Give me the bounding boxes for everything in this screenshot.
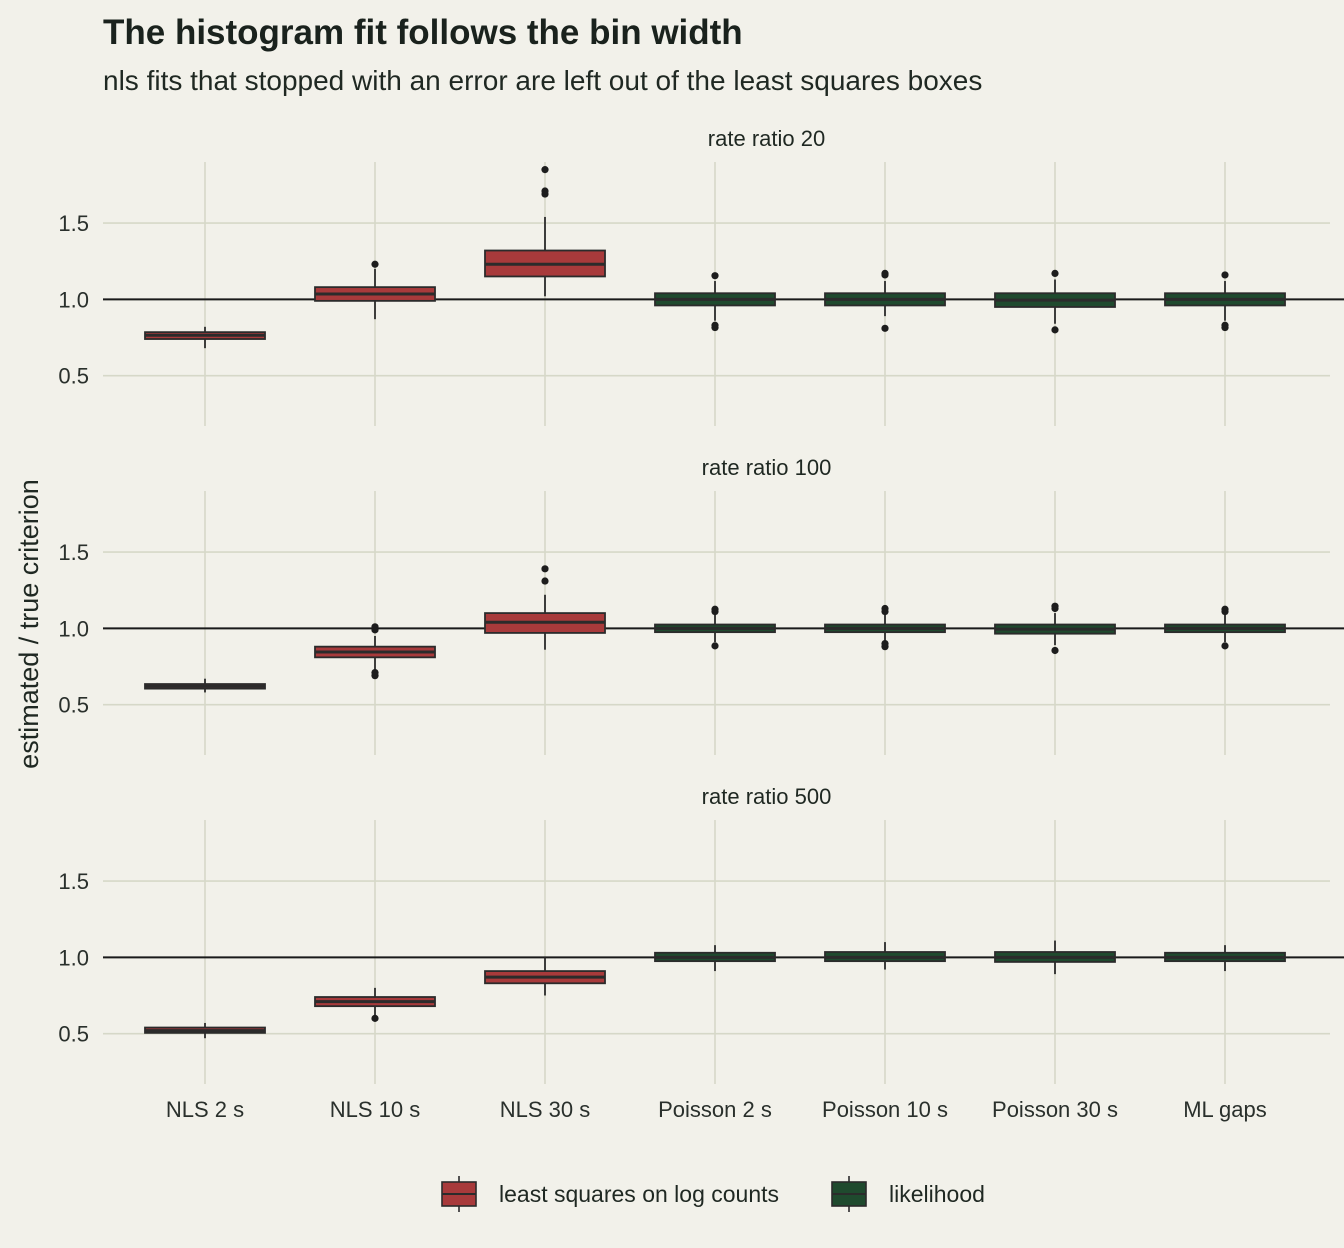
y-tick-label: 1.0 <box>58 616 89 641</box>
facet-panel: rate ratio 20 0.5 1.0 1.5 <box>58 126 1344 426</box>
boxplot <box>144 326 266 349</box>
outlier-point <box>541 166 549 174</box>
boxplot <box>654 945 776 972</box>
boxplot <box>1164 605 1286 650</box>
facet-strip-label: rate ratio 100 <box>702 455 832 480</box>
y-tick-label: 1.5 <box>58 869 89 894</box>
outlier-point <box>371 260 379 268</box>
x-axis-ticks: NLS 2 s NLS 10 s NLS 30 s Poisson 2 s Poisso… <box>166 1097 1267 1122</box>
outlier-point <box>711 321 719 329</box>
legend: least squares on log counts likelihood <box>441 1176 985 1212</box>
outlier-point <box>371 1014 379 1022</box>
facet-strip-label: rate ratio 20 <box>708 126 825 151</box>
y-tick-label: 1.5 <box>58 211 89 236</box>
y-tick-label: 0.5 <box>58 693 89 718</box>
legend-label: likelihood <box>889 1181 985 1207</box>
outlier-point <box>1051 646 1059 655</box>
boxplot <box>144 678 266 693</box>
outlier-point <box>1221 271 1229 279</box>
boxplot <box>1164 271 1286 332</box>
y-tick-label: 1.5 <box>58 540 89 565</box>
boxplot <box>1164 945 1286 972</box>
outlier-point <box>1051 602 1059 610</box>
outlier-point <box>1221 642 1229 650</box>
outlier-point <box>881 604 889 613</box>
x-tick-label: Poisson 2 s <box>658 1097 772 1122</box>
x-tick-label: Poisson 10 s <box>822 1097 948 1122</box>
facet-panel: rate ratio 100 0.5 1.0 1.5 <box>58 455 1344 755</box>
outlier-point <box>1051 269 1059 277</box>
outlier-point <box>541 187 549 195</box>
boxplot <box>314 987 436 1022</box>
outlier-point <box>1221 321 1229 329</box>
facet-panels: rate ratio 20 0.5 1.0 1.5 rate ratio 100 0.5 1… <box>58 126 1344 1084</box>
outlier-point <box>371 668 379 677</box>
boxplot <box>824 942 946 970</box>
outlier-point <box>1221 605 1229 613</box>
boxplot <box>994 269 1116 334</box>
boxplot <box>484 565 606 650</box>
x-tick-label: NLS 30 s <box>500 1097 591 1122</box>
facet-strip-label: rate ratio 500 <box>702 784 832 809</box>
legend-item: likelihood <box>831 1176 985 1212</box>
legend-label: least squares on log counts <box>499 1181 779 1207</box>
outlier-point <box>711 605 719 613</box>
boxplot <box>654 605 776 650</box>
chart-title: The histogram fit follows the bin width <box>103 13 743 52</box>
boxplot <box>824 604 946 651</box>
facet-panel: rate ratio 500 0.5 1.0 1.5 <box>58 784 1344 1084</box>
x-tick-label: ML gaps <box>1183 1097 1267 1122</box>
x-tick-label: NLS 10 s <box>330 1097 421 1122</box>
outlier-point <box>881 640 889 648</box>
boxplot <box>144 1022 266 1039</box>
boxplot <box>314 260 436 320</box>
y-tick-label: 0.5 <box>58 1022 89 1047</box>
outlier-point <box>881 324 889 332</box>
boxplot <box>484 166 606 297</box>
outlier-point <box>541 565 549 573</box>
outlier-point <box>371 623 379 631</box>
boxplot <box>824 269 946 332</box>
outlier-point <box>541 577 549 585</box>
y-tick-label: 1.0 <box>58 945 89 970</box>
boxplot <box>314 623 436 680</box>
chart-subtitle: nls fits that stopped with an error are … <box>103 65 982 96</box>
x-tick-label: Poisson 30 s <box>992 1097 1118 1122</box>
outlier-point <box>711 642 719 650</box>
legend-item: least squares on log counts <box>441 1176 779 1212</box>
boxplot <box>484 957 606 996</box>
boxplot <box>994 940 1116 975</box>
outlier-point <box>711 272 719 280</box>
y-tick-label: 0.5 <box>58 364 89 389</box>
y-tick-label: 1.0 <box>58 287 89 312</box>
outlier-point <box>1051 326 1059 334</box>
y-axis-label: estimated / true criterion <box>14 479 44 769</box>
x-tick-label: NLS 2 s <box>166 1097 244 1122</box>
boxplot <box>994 602 1116 655</box>
boxplot <box>654 272 776 332</box>
outlier-point <box>881 269 889 277</box>
